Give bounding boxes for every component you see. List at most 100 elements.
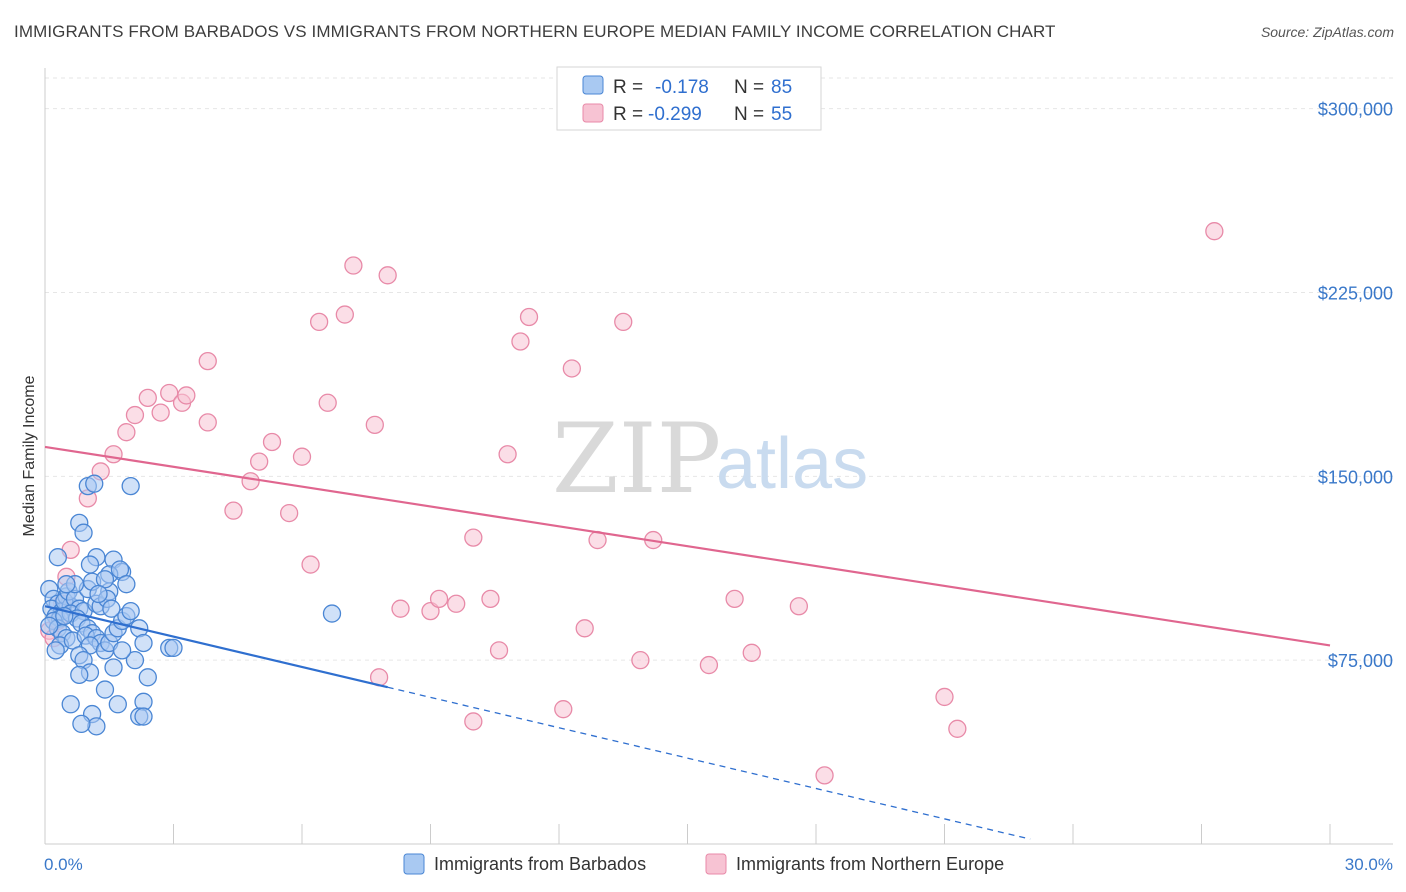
legend-n-label-pink: N = [734, 104, 764, 125]
barbados-point-46 [121, 601, 140, 621]
northern-europe-point-20 [250, 452, 269, 471]
barbados-point-67 [74, 523, 93, 542]
barbados-point-59 [72, 714, 91, 734]
y-tick-label-1: $150,000 [1318, 467, 1393, 487]
northern-europe-point-32 [391, 599, 410, 618]
northern-europe-point-47 [614, 312, 633, 332]
northern-europe-point-48 [631, 651, 650, 670]
barbados-point-50 [104, 658, 123, 677]
axes [44, 68, 1393, 845]
barbados-point-61 [134, 707, 153, 726]
trend-line-northern-europe [44, 445, 1331, 647]
watermark-zip: ZIP [552, 403, 721, 515]
legend-n-label-blue: N = [734, 77, 764, 98]
northern-europe-point-37 [464, 712, 483, 731]
northern-europe-point-27 [335, 305, 354, 324]
legend-r-label-blue: R = [613, 77, 643, 98]
northern-europe-point-18 [224, 501, 243, 520]
y-tick-label-2: $225,000 [1318, 283, 1393, 303]
barbados-point-72 [48, 548, 67, 567]
barbados-point-54 [108, 695, 127, 714]
northern-europe-point-45 [575, 619, 594, 638]
northern-europe-point-8 [104, 445, 123, 464]
northern-europe-point-36 [464, 528, 483, 547]
barbados-point-16 [40, 616, 59, 635]
northern-europe-point-54 [815, 766, 834, 785]
northern-europe-point-52 [742, 643, 761, 662]
legend-r-value-pink: -0.299 [648, 104, 702, 125]
x-tick-max: 30.0% [1345, 855, 1393, 874]
northern-europe-point-10 [125, 405, 145, 425]
x-tick-min: 0.0% [44, 855, 83, 874]
northern-europe-point-50 [699, 655, 719, 675]
barbados-point-53 [95, 680, 115, 699]
y-tick-label-3: $300,000 [1318, 100, 1393, 120]
legend-n-value-blue: 85 [771, 77, 792, 98]
northern-europe-point-44 [562, 359, 581, 378]
northern-europe-point-12 [151, 403, 170, 422]
northern-europe-point-42 [519, 307, 539, 327]
northern-europe-point-17 [198, 351, 217, 371]
legend-bottom-barbados: Immigrants from Barbados [434, 854, 646, 874]
northern-europe-point-19 [241, 472, 260, 491]
legend-swatch-pink [582, 103, 604, 123]
watermark-atlas: atlas [716, 424, 868, 504]
barbados-point-52 [70, 665, 89, 685]
northern-europe-point-15 [177, 386, 196, 405]
barbados-point-70 [121, 476, 140, 496]
trend-line-barbados [44, 605, 388, 689]
trend-line-barbados-extrapolated [387, 686, 1031, 840]
barbados-point-84 [322, 604, 342, 623]
gridlines [45, 77, 1393, 661]
y-tick-label-0: $75,000 [1328, 651, 1393, 671]
northern-europe-point-53 [789, 597, 809, 616]
legend-n-value-pink: 55 [771, 104, 792, 125]
source-label: Source: ZipAtlas.com [1260, 24, 1394, 40]
northern-europe-point-23 [292, 447, 312, 466]
correlation-legend: R = -0.178 N = 85 R = -0.299 N = 55 [556, 66, 822, 131]
barbados-point-81 [89, 584, 108, 604]
northern-europe-point-40 [498, 445, 517, 464]
barbados-point-62 [138, 668, 157, 687]
northern-europe-point-56 [948, 719, 967, 738]
northern-europe-point-22 [279, 503, 299, 523]
y-axis-label: Median Family Income [21, 375, 38, 536]
legend-bottom-northern-europe: Immigrants from Northern Europe [736, 854, 1004, 874]
legend-r-value-blue: -0.178 [655, 77, 709, 98]
barbados-point-63 [112, 641, 132, 660]
northern-europe-point-35 [447, 594, 466, 613]
northern-europe-point-28 [344, 256, 363, 275]
northern-europe-point-31 [378, 266, 397, 285]
northern-europe-point-21 [262, 432, 282, 452]
northern-europe-point-26 [318, 393, 337, 412]
northern-europe-point-41 [511, 332, 530, 351]
barbados-point-79 [117, 575, 136, 594]
northern-europe-point-24 [301, 555, 320, 574]
northern-europe-point-25 [309, 312, 329, 332]
zipatlas-watermark: ZIP atlas [552, 403, 868, 515]
y-tick-labels: $75,000 $150,000 $225,000 $300,000 [1318, 100, 1393, 672]
barbados-point-77 [80, 555, 100, 574]
legend-bottom-swatch-northern-europe [705, 853, 727, 875]
northern-europe-point-9 [117, 423, 136, 442]
barbados-point-69 [85, 474, 104, 493]
barbados-point-57 [61, 695, 80, 714]
northern-europe-point-16 [198, 413, 217, 432]
barbados-point-65 [164, 638, 183, 658]
northern-europe-point-57 [1205, 222, 1224, 241]
northern-europe-point-43 [554, 700, 573, 719]
legend-r-label-pink: R = [613, 104, 643, 125]
legend-bottom-swatch-barbados [403, 853, 425, 875]
northern-europe-point-11 [138, 388, 157, 408]
barbados-point-48 [134, 633, 153, 653]
northern-europe-point-39 [489, 641, 509, 660]
legend-swatch-blue [582, 75, 604, 95]
northern-europe-point-55 [935, 687, 954, 707]
chart-title: IMMIGRANTS FROM BARBADOS VS IMMIGRANTS F… [14, 22, 1056, 41]
northern-europe-point-29 [365, 415, 384, 434]
barbados-point-22 [46, 641, 65, 660]
barbados-point-80 [57, 575, 76, 594]
trend-lines [44, 445, 1331, 840]
barbados-point-58 [87, 717, 106, 736]
